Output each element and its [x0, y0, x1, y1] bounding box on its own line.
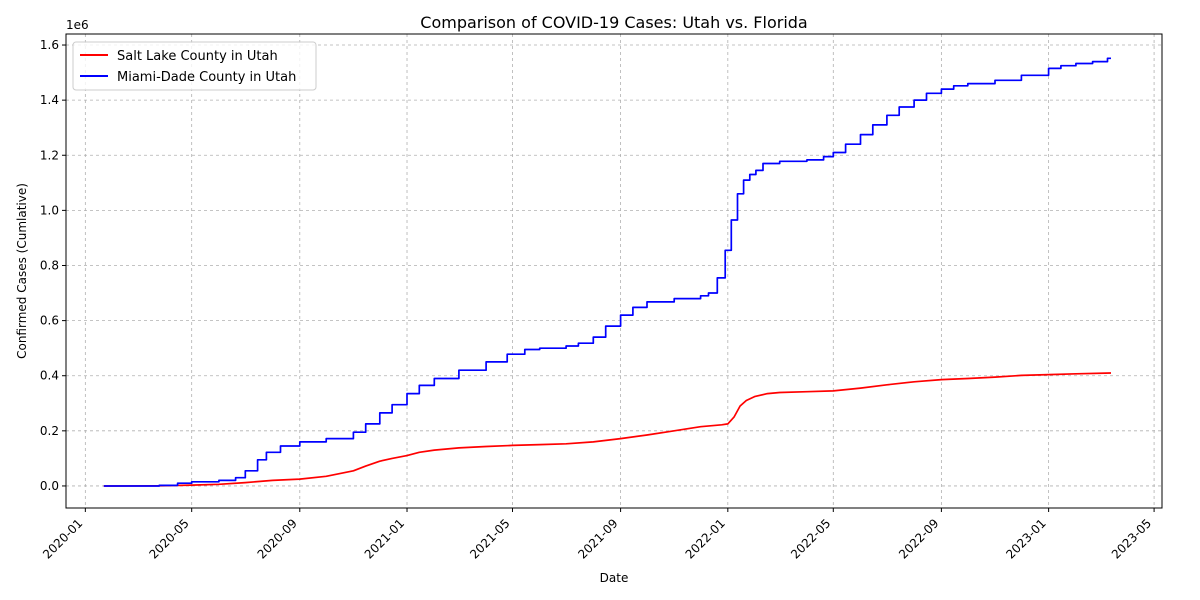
y-tick-label: 1.0: [40, 203, 59, 217]
y-tick-label: 1.2: [40, 148, 59, 162]
series-line-1: [103, 57, 1111, 487]
legend-label-salt-lake: Salt Lake County in Utah: [117, 49, 278, 64]
y-tick-label: 0.6: [40, 314, 59, 328]
legend: Salt Lake County in Utah Miami-Dade Coun…: [72, 41, 317, 91]
y-tick-label: 0.0: [40, 479, 59, 493]
y-axis: 0.0 0.2 0.4 0.6 0.8 1.0 1.2 1.4 1.6: [40, 38, 66, 493]
series-lines: [103, 57, 1112, 487]
x-axis-title: Date: [600, 571, 629, 585]
y-offset-label: 1e6: [66, 18, 89, 32]
y-axis-title: Confirmed Cases (Cumlative): [15, 183, 29, 359]
y-tick-label: 0.2: [40, 424, 59, 438]
y-tick-label: 1.4: [40, 93, 59, 107]
plot-frame: [65, 33, 1163, 509]
chart-title: Comparison of COVID-19 Cases: Utah vs. F…: [420, 13, 807, 32]
legend-label-miami-dade: Miami-Dade County in Utah: [117, 70, 296, 85]
grid: [66, 34, 1162, 508]
y-tick-label: 0.8: [40, 258, 59, 272]
y-tick-label: 0.4: [40, 369, 59, 383]
y-tick-label: 1.6: [40, 38, 59, 52]
legend-box: [72, 41, 317, 91]
series-line-0: [103, 372, 1112, 487]
